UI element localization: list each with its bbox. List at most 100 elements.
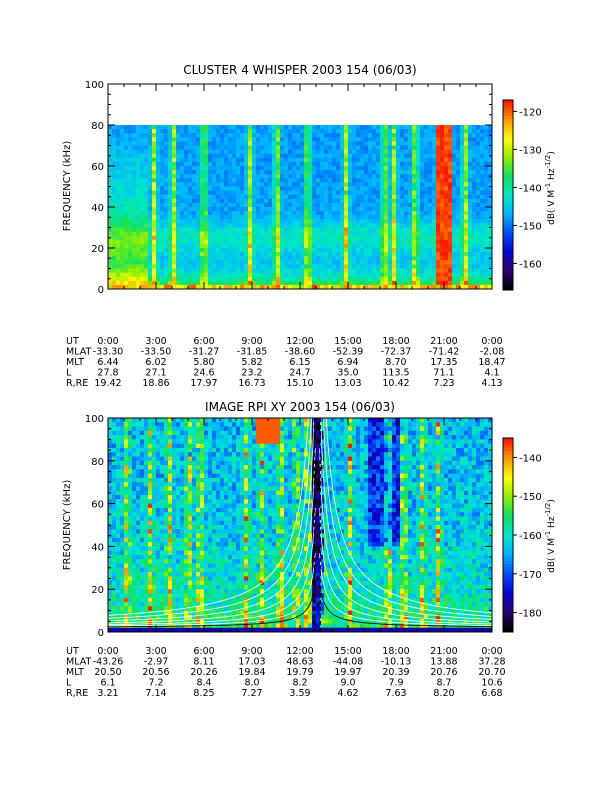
spectrogram-cell: [316, 239, 321, 245]
spectrogram-cell: [216, 215, 221, 220]
spectrogram-cell: [156, 186, 161, 191]
spectrogram-cell: [168, 430, 173, 436]
spectrogram-cell: [348, 137, 353, 142]
spectrogram-cell: [184, 268, 189, 273]
spectrogram-cell: [472, 227, 477, 232]
spectrogram-cell: [144, 602, 149, 607]
spectrogram-cell: [480, 276, 485, 282]
spectrogram-cell: [344, 190, 349, 196]
spectrogram-cell: [476, 194, 481, 200]
spectrogram-cell: [376, 129, 381, 134]
spectrogram-cell: [416, 198, 421, 204]
spectrogram-cell: [396, 284, 401, 289]
spectrogram-cell: [172, 550, 177, 556]
spectrogram-cell: [448, 227, 453, 232]
spectrogram-cell: [352, 223, 357, 228]
spectrogram-cell: [328, 276, 333, 282]
spectrogram-cell: [292, 166, 297, 171]
spectrogram-cell: [144, 550, 149, 556]
spectrogram-cell: [220, 235, 225, 241]
spectrogram-cell: [116, 593, 121, 599]
spectrogram-cell: [352, 211, 357, 216]
ephemeris-value: 113.5: [382, 368, 409, 379]
spectrogram-cell: [144, 252, 149, 257]
spectrogram-cell: [420, 235, 425, 241]
spectrogram-cell: [388, 133, 393, 138]
spectrogram-cell: [424, 227, 429, 232]
spectrogram-cell: [180, 178, 185, 183]
spectrogram-cell: [132, 580, 137, 586]
spectrogram-cell: [460, 284, 465, 289]
spectrogram-cell: [368, 137, 373, 142]
spectrogram-cell: [416, 125, 421, 130]
spectrogram-cell: [356, 133, 361, 138]
spectrogram-cell: [444, 141, 449, 146]
spectrogram-cell: [400, 272, 405, 278]
spectrogram-cell: [412, 194, 417, 200]
spectrogram-cell: [156, 268, 161, 273]
spectrogram-cell: [128, 460, 133, 466]
spectrogram-cell: [308, 198, 313, 204]
spectrogram-cell: [376, 207, 381, 212]
spectrogram-cell: [124, 597, 129, 603]
spectrogram-cell: [480, 170, 485, 175]
spectrogram-cell: [348, 153, 353, 159]
spectrogram-cell: [396, 272, 401, 278]
spectrogram-cell: [164, 422, 169, 427]
spectrogram-cell: [336, 149, 341, 155]
spectrogram-cell: [200, 157, 205, 163]
spectrogram-cell: [376, 276, 381, 282]
spectrogram-cell: [392, 227, 397, 232]
spectrogram-cell: [168, 133, 173, 138]
spectrogram-cell: [488, 149, 492, 155]
spectrogram-cell: [248, 202, 253, 208]
spectrogram-cell: [388, 182, 393, 187]
spectrogram-cell: [272, 174, 277, 179]
spectrogram-cell: [228, 280, 233, 286]
spectrogram-cell: [184, 235, 189, 241]
spectrogram-cell: [140, 174, 145, 179]
spectrogram-cell: [380, 125, 385, 130]
spectrogram-cell: [456, 231, 461, 237]
spectrogram-cell: [200, 129, 205, 134]
spectrogram-cell: [416, 235, 421, 241]
spectrogram-cell: [224, 227, 229, 232]
spectrogram-cell: [120, 589, 125, 594]
spectrogram-cell: [280, 268, 285, 273]
spectrogram-cell: [216, 174, 221, 179]
spectrogram-cell: [236, 141, 241, 146]
spectrogram-cell: [236, 161, 241, 167]
spectrogram-cell: [116, 452, 121, 457]
spectrogram-cell: [448, 161, 453, 167]
spectrogram-cell: [212, 178, 217, 183]
spectrogram-cell: [140, 284, 145, 289]
spectrogram-cell: [320, 264, 325, 269]
spectrogram-cell: [180, 499, 185, 504]
spectrogram-cell: [280, 219, 285, 224]
spectrogram-cell: [428, 248, 433, 253]
colorbar-swatch: [503, 226, 513, 231]
spectrogram-cell: [476, 133, 481, 138]
spectrogram-cell: [260, 157, 265, 163]
spectrogram-cell: [384, 202, 389, 208]
spectrogram-cell: [404, 125, 409, 130]
spectrogram-cell: [120, 141, 125, 146]
spectrogram-cell: [164, 546, 169, 552]
spectrogram-cell: [116, 554, 121, 560]
spectrogram-cell: [348, 166, 353, 171]
spectrogram-cell: [348, 252, 353, 257]
spectrogram-cell: [332, 178, 337, 183]
spectrogram-cell: [168, 211, 173, 216]
spectrogram-cell: [184, 256, 189, 261]
spectrogram-cell: [252, 276, 257, 282]
spectrogram-cell: [156, 129, 161, 134]
spectrogram-cell: [128, 141, 133, 146]
spectrogram-cell: [180, 503, 185, 509]
spectrogram-cell: [380, 166, 385, 171]
spectrogram-cell: [304, 284, 309, 289]
spectrogram-cell: [320, 248, 325, 253]
spectrogram-cell: [340, 145, 345, 150]
spectrogram-cell: [168, 284, 173, 289]
spectrogram-cell: [168, 473, 173, 479]
spectrogram-cell: [140, 186, 145, 191]
